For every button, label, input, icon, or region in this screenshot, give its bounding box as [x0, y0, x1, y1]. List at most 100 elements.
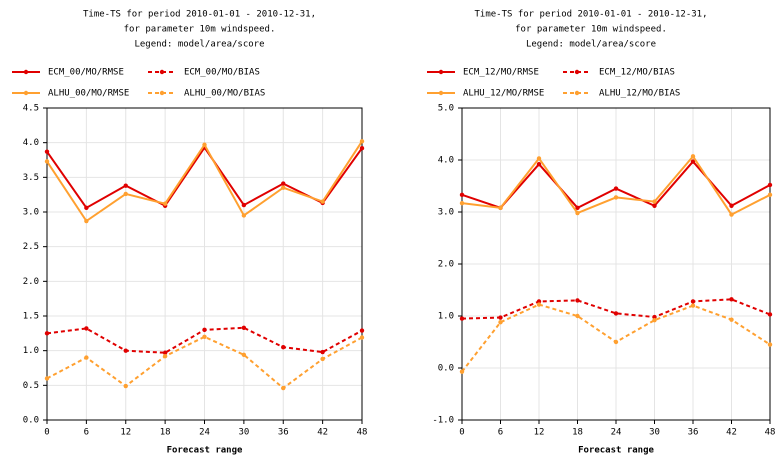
x-tick-label: 30 — [649, 428, 660, 438]
x-tick-label: 36 — [688, 428, 699, 438]
x-tick-label: 48 — [765, 428, 776, 438]
point — [44, 149, 50, 154]
series-line — [461, 298, 771, 320]
point — [202, 334, 207, 339]
x-tick-label: 42 — [726, 428, 737, 438]
x-axis-label: Forecast range — [167, 446, 243, 456]
y-tick-label: 4.0 — [438, 156, 454, 166]
plot-frame — [46, 107, 363, 421]
chart-title: Legend: model/area/score — [526, 40, 656, 50]
point — [729, 203, 734, 208]
chart-title: for parameter 10m windspeed. — [124, 25, 276, 35]
point — [359, 328, 365, 333]
y-tick-label: 4.0 — [23, 138, 39, 148]
y-tick-label: 0.0 — [23, 416, 39, 426]
point — [536, 156, 542, 161]
x-tick-label: 48 — [357, 428, 368, 438]
point — [320, 199, 325, 204]
point — [84, 355, 89, 360]
y-tick-label: -1.0 — [432, 416, 454, 426]
legend-label: ALHU_12/MO/BIAS — [599, 89, 680, 99]
point — [202, 327, 207, 333]
point — [613, 186, 619, 191]
x-axis-label: Forecast range — [578, 446, 654, 456]
legend-label: ECM_00/MO/BIAS — [184, 68, 260, 78]
point — [162, 350, 168, 355]
legend-label: ECM_00/MO/RMSE — [48, 68, 124, 78]
point — [575, 298, 580, 303]
x-tick-label: 36 — [278, 428, 289, 438]
point — [320, 356, 325, 362]
y-tick-label: 5.0 — [438, 104, 454, 114]
legend-marker — [159, 69, 165, 75]
point — [241, 213, 247, 218]
point — [281, 181, 286, 186]
legend-label: ALHU_12/MO/RMSE — [463, 89, 544, 99]
legend-label: ALHU_00/MO/BIAS — [184, 89, 265, 99]
x-tick-label: 30 — [238, 428, 249, 438]
point — [498, 205, 503, 211]
x-tick-label: 24 — [199, 428, 210, 438]
point — [575, 210, 580, 216]
point — [690, 154, 696, 159]
point — [690, 159, 696, 164]
point — [359, 139, 365, 144]
legend-marker — [574, 69, 580, 75]
x-tick-label: 24 — [611, 428, 622, 438]
legend-label: ECM_12/MO/BIAS — [599, 68, 675, 78]
point — [767, 342, 773, 347]
point — [123, 383, 128, 389]
point — [613, 311, 619, 316]
y-tick-label: 3.0 — [438, 208, 454, 218]
point — [459, 316, 465, 321]
point — [123, 191, 128, 197]
point — [690, 303, 696, 308]
point — [729, 297, 734, 302]
point — [281, 345, 286, 350]
point — [162, 354, 168, 359]
point — [84, 218, 89, 224]
point — [123, 348, 128, 353]
point — [281, 385, 286, 391]
point — [84, 326, 89, 331]
point — [241, 202, 247, 208]
point — [729, 317, 734, 322]
legend-label: ALHU_00/MO/RMSE — [48, 89, 129, 99]
point — [652, 317, 657, 323]
y-tick-label: 0.0 — [438, 364, 454, 374]
y-tick-label: 2.5 — [23, 242, 39, 252]
x-tick-label: 18 — [572, 428, 583, 438]
point — [459, 200, 465, 206]
chart-title: Time-TS for period 2010-01-01 - 2010-12-… — [83, 10, 316, 20]
x-tick-label: 12 — [534, 428, 545, 438]
y-tick-label: 2.0 — [438, 260, 454, 270]
point — [459, 369, 465, 374]
legend-marker — [574, 90, 580, 96]
point — [767, 312, 773, 317]
point — [498, 315, 503, 320]
plot-frame — [461, 107, 771, 421]
point — [44, 331, 50, 336]
y-tick-label: 3.0 — [23, 208, 39, 218]
y-tick-label: 4.5 — [23, 104, 39, 114]
x-tick-label: 6 — [498, 428, 503, 438]
legend-label: ECM_12/MO/RMSE — [463, 68, 539, 78]
point — [652, 314, 657, 320]
point — [459, 192, 465, 198]
x-tick-label: 12 — [120, 428, 131, 438]
y-tick-label: 2.0 — [23, 277, 39, 287]
x-tick-label: 0 — [44, 428, 49, 438]
chart-title: for parameter 10m windspeed. — [515, 25, 667, 35]
point — [536, 161, 542, 167]
point — [84, 205, 89, 211]
point — [241, 325, 247, 330]
point — [536, 302, 542, 307]
y-tick-label: 1.0 — [438, 312, 454, 322]
point — [613, 195, 619, 200]
legend-marker — [159, 90, 165, 96]
point — [123, 183, 128, 188]
point — [767, 192, 773, 198]
x-tick-label: 42 — [317, 428, 328, 438]
